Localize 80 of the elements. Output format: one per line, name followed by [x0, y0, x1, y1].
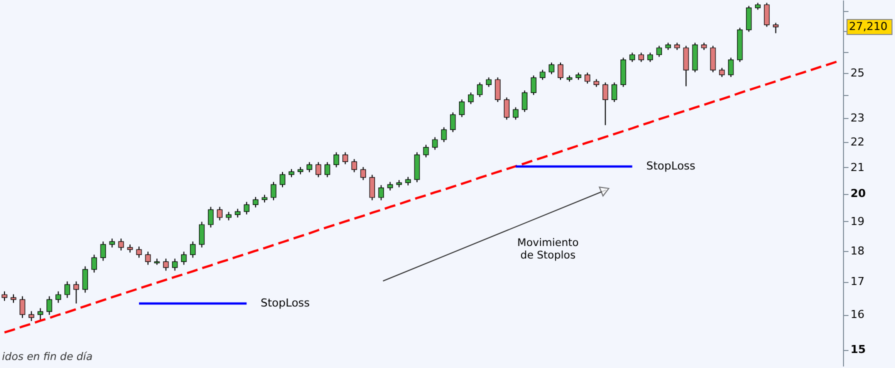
candlestick [504, 96, 510, 120]
candlestick [602, 82, 608, 126]
candlestick [772, 22, 779, 34]
candlestick [198, 221, 205, 248]
y-tick-label: 19 [850, 214, 864, 228]
y-tick-label: 16 [850, 308, 864, 322]
candlestick [28, 310, 34, 322]
candlestick [46, 296, 52, 316]
candlestick [459, 98, 465, 118]
candlestick [216, 206, 223, 221]
candlestick [208, 206, 214, 228]
candlestick [38, 308, 44, 322]
candlestick [316, 162, 322, 178]
candlestick [82, 266, 88, 294]
candlestick [378, 184, 384, 201]
candlestick [584, 72, 590, 84]
text: 27,210 [849, 20, 888, 33]
candlestick [512, 106, 518, 120]
candlestick [522, 90, 528, 112]
candlestick [118, 238, 124, 251]
candlestick [91, 254, 97, 274]
candlestick [540, 69, 546, 80]
candlestick [746, 5, 752, 32]
candlestick [629, 52, 636, 62]
candlestick [306, 162, 312, 173]
candlestick [2, 290, 8, 302]
y-tick-label: 18 [850, 244, 864, 258]
candlestick [476, 82, 483, 98]
candlestick [334, 152, 340, 168]
candlestick [494, 76, 501, 103]
candlestick [558, 62, 564, 80]
annotation: idos en fin de día [2, 351, 93, 363]
candlestick [423, 144, 429, 158]
series-label: StopLoss [646, 160, 696, 173]
candlestick [351, 158, 358, 173]
candlestick [369, 174, 375, 201]
candlestick [548, 62, 554, 75]
y-tick-label: 15 [850, 343, 866, 356]
candlestick [638, 52, 644, 62]
candlestick [100, 241, 106, 262]
candlestick [728, 57, 734, 78]
candlestick [450, 112, 456, 133]
annotation: Movimiento de Stoplos [517, 237, 579, 262]
candlestick [486, 76, 492, 88]
y-tick-label: 23 [850, 112, 864, 125]
candlestick [64, 280, 70, 298]
candlestick [683, 45, 689, 87]
candlestick [190, 241, 196, 258]
candlestick [270, 181, 276, 201]
candlestick [55, 290, 62, 304]
series-label: StopLoss [260, 296, 310, 310]
candlestick [145, 251, 151, 266]
y-tick-label: 17 [850, 275, 864, 288]
y-tick-label: 25 [850, 66, 864, 80]
candlestick [656, 45, 662, 58]
line-series [3, 60, 840, 334]
candlestick [324, 162, 330, 178]
y-tick-label: 20 [850, 187, 866, 200]
candlestick [136, 246, 142, 258]
candlestick [647, 52, 653, 62]
candlestick [280, 171, 286, 188]
candlestick [432, 136, 438, 150]
candlestick [360, 166, 366, 181]
candlestick [342, 152, 348, 165]
candlestick [252, 196, 258, 208]
candlestick [530, 74, 536, 96]
candlestick [73, 280, 80, 304]
candlestick [20, 296, 26, 318]
candlestick [244, 201, 250, 215]
candlestick [719, 67, 725, 78]
candlestick [612, 82, 618, 103]
candlestick [764, 2, 770, 28]
candlestick [181, 251, 187, 266]
candlestick [468, 92, 474, 105]
y-tick-label: 21 [850, 160, 864, 174]
candlestick [163, 258, 169, 272]
candlestick [172, 258, 178, 272]
candlestick [710, 45, 716, 73]
candlestick [441, 126, 447, 143]
y-tick-label: 22 [850, 136, 864, 149]
